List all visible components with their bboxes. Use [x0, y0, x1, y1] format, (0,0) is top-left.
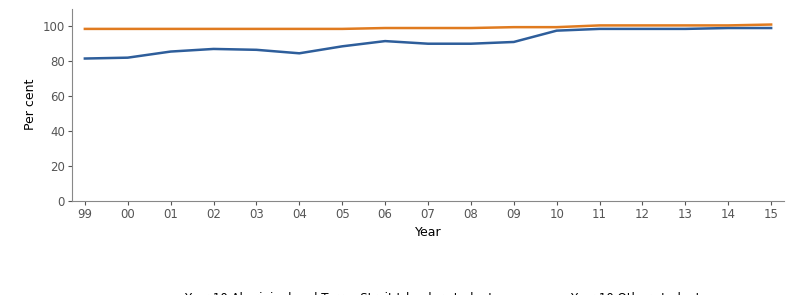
Year 10 Other students	[723, 24, 733, 27]
Year 10 Other students	[766, 23, 776, 26]
Year 10 Aboriginal and Torres Strait Islander students	[423, 42, 433, 45]
Year 10 Aboriginal and Torres Strait Islander students	[252, 48, 262, 52]
Year 10 Aboriginal and Torres Strait Islander students	[766, 26, 776, 30]
Year 10 Other students	[594, 24, 604, 27]
Year 10 Other students	[552, 25, 562, 29]
X-axis label: Year: Year	[414, 226, 442, 239]
Year 10 Other students	[338, 27, 347, 31]
Year 10 Aboriginal and Torres Strait Islander students	[723, 26, 733, 30]
Year 10 Other students	[638, 24, 647, 27]
Year 10 Other students	[252, 27, 262, 31]
Year 10 Aboriginal and Torres Strait Islander students	[466, 42, 476, 45]
Year 10 Other students	[123, 27, 133, 31]
Y-axis label: Per cent: Per cent	[24, 79, 38, 130]
Year 10 Aboriginal and Torres Strait Islander students	[80, 57, 90, 60]
Year 10 Other students	[166, 27, 175, 31]
Year 10 Other students	[209, 27, 218, 31]
Legend: Year 10 Aboriginal and Torres Strait Islander students, Year 10 Other students: Year 10 Aboriginal and Torres Strait Isl…	[144, 287, 712, 295]
Line: Year 10 Aboriginal and Torres Strait Islander students: Year 10 Aboriginal and Torres Strait Isl…	[85, 28, 771, 58]
Year 10 Aboriginal and Torres Strait Islander students	[166, 50, 175, 53]
Year 10 Aboriginal and Torres Strait Islander students	[681, 27, 690, 31]
Year 10 Aboriginal and Torres Strait Islander students	[209, 47, 218, 51]
Year 10 Other students	[80, 27, 90, 31]
Year 10 Other students	[509, 25, 518, 29]
Year 10 Aboriginal and Torres Strait Islander students	[552, 29, 562, 32]
Line: Year 10 Other students: Year 10 Other students	[85, 24, 771, 29]
Year 10 Other students	[423, 26, 433, 30]
Year 10 Aboriginal and Torres Strait Islander students	[638, 27, 647, 31]
Year 10 Other students	[681, 24, 690, 27]
Year 10 Aboriginal and Torres Strait Islander students	[123, 56, 133, 59]
Year 10 Aboriginal and Torres Strait Islander students	[380, 39, 390, 43]
Year 10 Aboriginal and Torres Strait Islander students	[338, 45, 347, 48]
Year 10 Other students	[294, 27, 304, 31]
Year 10 Aboriginal and Torres Strait Islander students	[509, 40, 518, 44]
Year 10 Other students	[380, 26, 390, 30]
Year 10 Aboriginal and Torres Strait Islander students	[594, 27, 604, 31]
Year 10 Aboriginal and Torres Strait Islander students	[294, 52, 304, 55]
Year 10 Other students	[466, 26, 476, 30]
